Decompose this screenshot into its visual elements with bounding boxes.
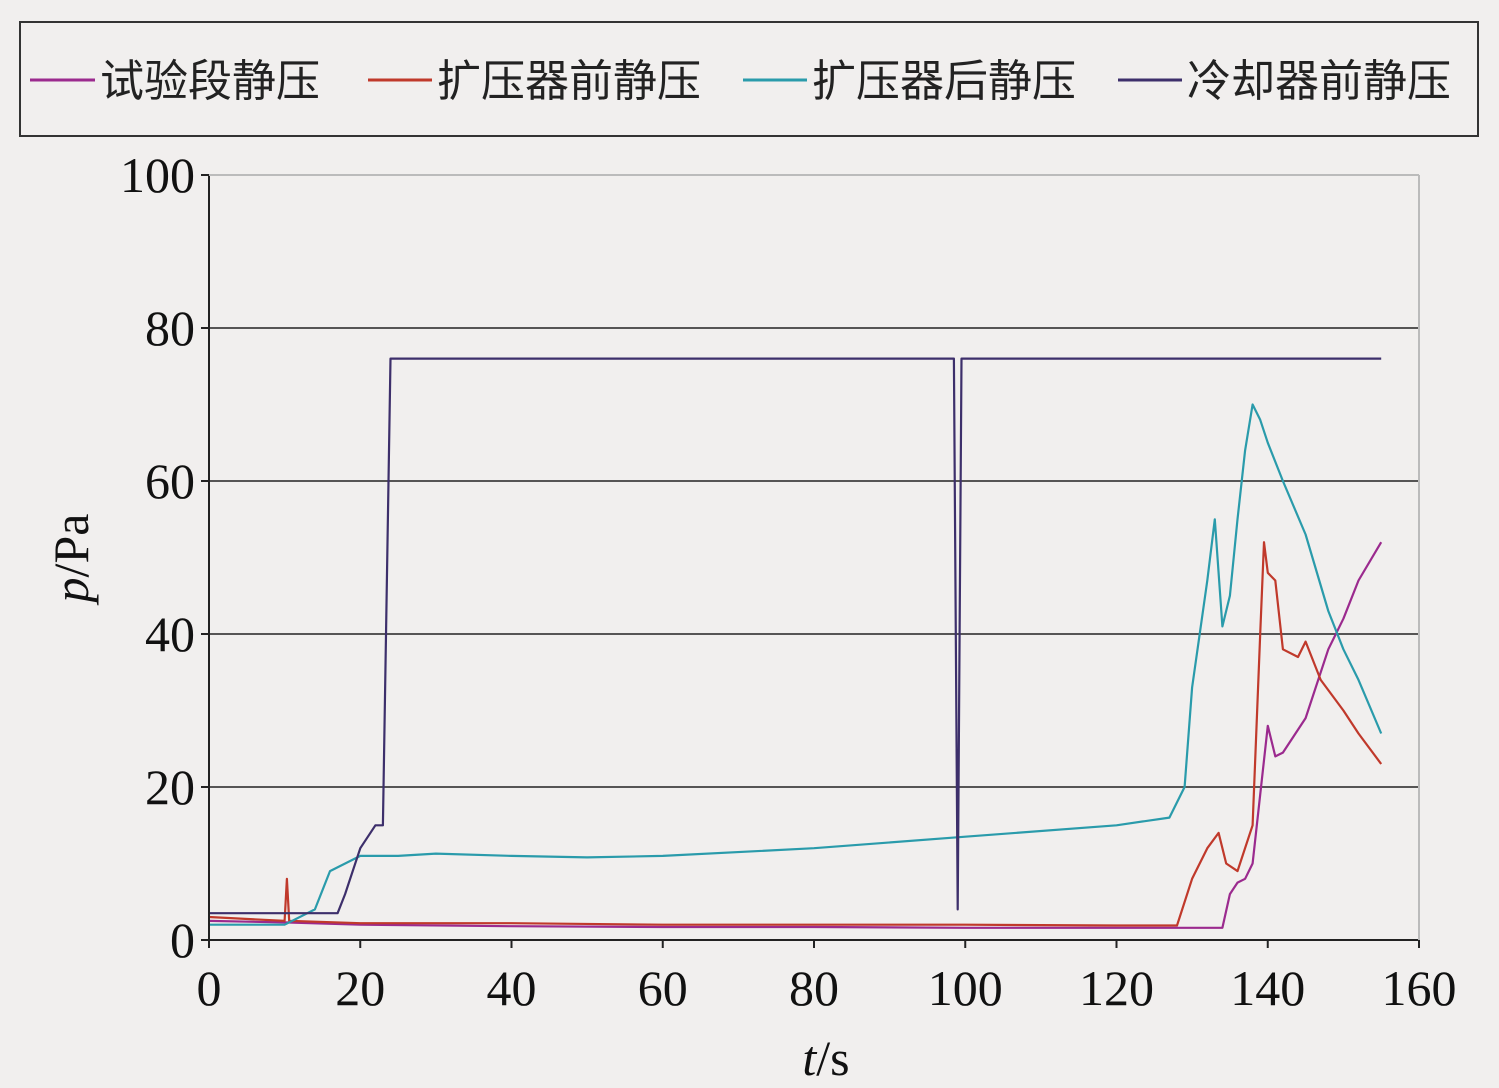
legend-entry-3: 冷却器前静压 xyxy=(1118,56,1451,107)
x-tick-label-1: 20 xyxy=(335,960,385,1016)
x-tick-label-3: 60 xyxy=(638,960,688,1016)
series-line-1 xyxy=(208,541,1383,927)
legend-label-1: 扩压器前静压 xyxy=(437,56,701,107)
y-tick-label-5: 100 xyxy=(120,147,195,203)
y-tick-label-2: 40 xyxy=(145,606,195,662)
x-tick-labels: 0 20 40 60 80 100 120 140 160 xyxy=(197,940,1457,1016)
legend-entry-0: 试验段静压 xyxy=(30,56,320,107)
legend-label-2: 扩压器后静压 xyxy=(812,56,1076,107)
x-axis-variable: t xyxy=(802,1030,817,1086)
grid-lines xyxy=(209,327,1419,788)
legend-label-3: 冷却器前静压 xyxy=(1187,56,1451,107)
x-tick-label-5: 100 xyxy=(928,960,1003,1016)
legend-label-0: 试验段静压 xyxy=(100,56,320,107)
y-tick-label-4: 80 xyxy=(145,300,195,356)
x-tick-label-4: 80 xyxy=(789,960,839,1016)
y-axis-variable: p xyxy=(43,577,99,605)
legend-entry-1: 扩压器前静压 xyxy=(368,56,701,107)
y-tick-label-0: 0 xyxy=(170,912,195,968)
series-group xyxy=(208,357,1383,929)
x-tick-label-0: 0 xyxy=(197,960,222,1016)
x-tick-label-8: 160 xyxy=(1382,960,1457,1016)
x-tick-label-7: 140 xyxy=(1230,960,1305,1016)
series-line-2 xyxy=(209,403,1383,926)
y-axis-label: p/Pa xyxy=(43,514,99,606)
legend-box xyxy=(19,21,1479,137)
legend-entry-2: 扩压器后静压 xyxy=(743,56,1076,107)
x-tick-label-6: 120 xyxy=(1079,960,1154,1016)
y-axis-unit: /Pa xyxy=(43,514,99,578)
x-tick-label-2: 40 xyxy=(487,960,537,1016)
y-tick-label-3: 60 xyxy=(145,453,195,509)
legend: 试验段静压 扩压器前静压 扩压器后静压 冷却器前静压 xyxy=(19,21,1479,137)
x-axis-unit: /s xyxy=(816,1030,849,1086)
series-line-0 xyxy=(208,541,1383,929)
series-line-3 xyxy=(209,357,1382,915)
y-tick-labels: 0 20 40 60 80 100 xyxy=(120,147,209,968)
y-tick-label-1: 20 xyxy=(145,759,195,815)
plot-area: 0 20 40 60 80 100 120 140 160 0 20 40 60 80 100 xyxy=(120,147,1457,1016)
x-axis-label: t/s xyxy=(802,1030,849,1086)
